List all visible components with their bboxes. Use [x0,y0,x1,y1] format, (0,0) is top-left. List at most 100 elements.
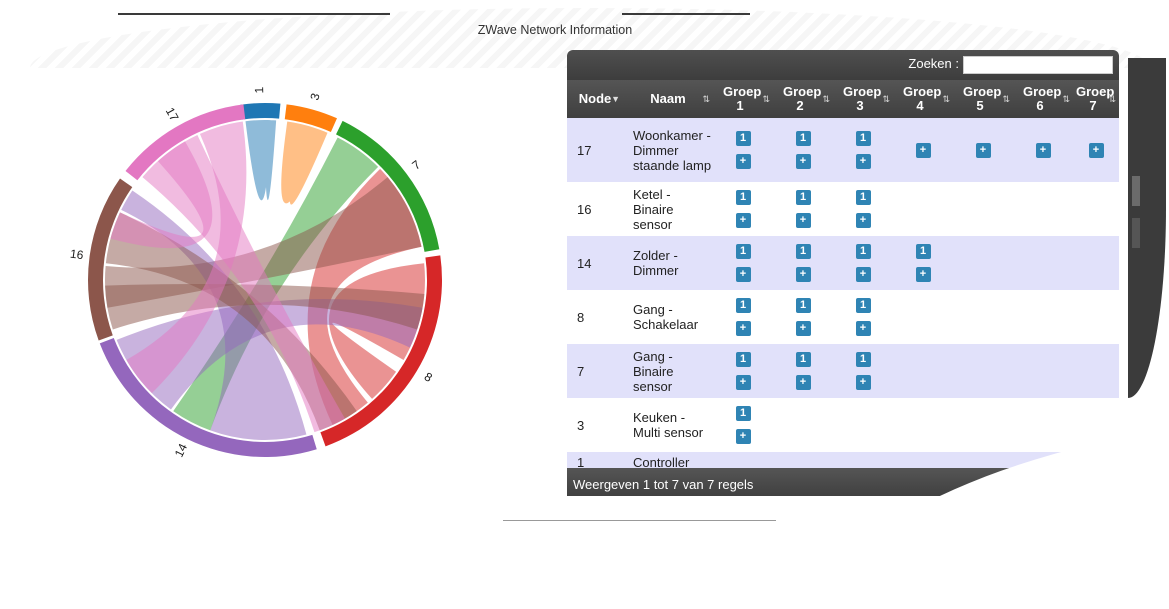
node-arc-7[interactable] [336,120,440,252]
association-node-button[interactable]: 1 [855,352,871,367]
sort-icon: ⇅ [1002,94,1010,104]
column-header[interactable]: Groep 4 ⇅ [893,80,953,118]
node-arc-14[interactable] [99,338,317,457]
add-association-button[interactable]: + [855,213,871,228]
association-node-button[interactable]: 1 [855,244,871,259]
association-node-button[interactable]: 1 [735,298,751,313]
association-node-button[interactable]: 1 [795,190,811,205]
search-input[interactable] [963,56,1113,74]
column-header-label: Groep 3 [843,84,882,113]
node-arc-17[interactable] [125,104,246,181]
association-node-button[interactable]: 1 [915,244,931,259]
node-name: Gang - Binaire sensor [623,344,713,398]
node-arc-8[interactable] [320,255,442,447]
add-association-button[interactable]: + [735,375,751,390]
column-header[interactable]: Groep 1 ⇅ [713,80,773,118]
add-association-button[interactable]: + [915,142,931,158]
add-association-button[interactable]: + [735,429,751,444]
sort-icon: ⇅ [702,94,710,104]
sort-icon: ⇅ [1062,94,1070,104]
group-cell [953,290,1013,344]
table-row[interactable]: 16 Ketel - Binaire sensor 1 +1 +1 + [567,182,1119,236]
node-arc-1[interactable] [240,102,281,120]
node-arc-label: 1 [252,86,266,93]
group-cell [1073,344,1119,398]
chord-ribbon-16 [105,283,425,330]
association-node-button[interactable]: 1 [855,131,871,146]
group-cell [1073,236,1119,290]
add-association-button[interactable]: + [735,154,751,169]
add-association-button[interactable]: + [795,267,811,282]
association-node-button[interactable]: 1 [735,244,751,259]
association-node-button[interactable]: 1 [795,298,811,313]
add-association-button[interactable]: + [795,321,811,336]
column-header[interactable]: Groep 6 ⇅ [1013,80,1073,118]
page-title: ZWave Network Information [477,23,633,37]
add-association-button[interactable]: + [1035,142,1051,158]
group-cell [773,452,833,472]
node-arc-label: 3 [307,91,322,101]
association-node-button[interactable]: 1 [735,352,751,367]
table-row[interactable]: 7 Gang - Binaire sensor 1 +1 +1 + [567,344,1119,398]
add-association-button[interactable]: + [735,321,751,336]
group-cell: 1 + [833,118,893,182]
group-cell: 1 + [713,236,773,290]
group-cell: 1 + [773,344,833,398]
group-cell [893,452,953,472]
group-cell: 1 + [773,236,833,290]
node-id: 17 [567,118,623,182]
add-association-button[interactable]: + [735,267,751,282]
group-cell [1013,236,1073,290]
node-name: Ketel - Binaire sensor [623,182,713,236]
add-association-button[interactable]: + [855,375,871,390]
column-header[interactable]: Naam ⇅ [623,80,713,118]
group-cell [1073,182,1119,236]
add-association-button[interactable]: + [795,154,811,169]
table-row[interactable]: 17 Woonkamer - Dimmer staande lamp 1 +1 +1 + +… [567,118,1119,182]
add-association-button[interactable]: + [795,213,811,228]
association-node-button[interactable]: 1 [855,190,871,205]
group-cell: + [1013,118,1073,182]
association-node-button[interactable]: 1 [735,406,751,421]
table-row[interactable]: 14 Zolder - Dimmer 1 +1 +1 +1 + [567,236,1119,290]
group-cell: 1 + [713,290,773,344]
add-association-button[interactable]: + [855,154,871,169]
association-node-button[interactable]: 1 [795,131,811,146]
group-cell [713,452,773,472]
column-header[interactable]: Groep 2 ⇅ [773,80,833,118]
group-cell: 1 + [773,182,833,236]
node-arc-3[interactable] [284,104,337,133]
add-association-button[interactable]: + [1088,142,1104,158]
association-node-button[interactable]: 1 [795,244,811,259]
group-cell [1013,398,1073,452]
association-node-button[interactable]: 1 [855,298,871,313]
column-header[interactable]: Groep 5 ⇅ [953,80,1013,118]
column-header[interactable]: Node ▼ [567,80,623,118]
column-header[interactable]: Groep 7 ⇅ [1073,80,1119,118]
column-header-label: Node [578,91,612,106]
association-node-button[interactable]: 1 [735,131,751,146]
add-association-button[interactable]: + [795,375,811,390]
table-row[interactable]: 3 Keuken - Multi sensor 1 + [567,398,1119,452]
group-cell: 1 + [833,290,893,344]
association-node-button[interactable]: 1 [795,352,811,367]
node-arc-label: 14 [172,441,191,459]
node-arc-16[interactable] [88,178,133,341]
group-cell [1073,290,1119,344]
group-cell: + [893,118,953,182]
table-row[interactable]: 8 Gang - Schakelaar 1 +1 +1 + [567,290,1119,344]
background-window-edge [1128,58,1166,398]
add-association-button[interactable]: + [915,267,931,282]
header-divider [622,13,750,15]
add-association-button[interactable]: + [855,321,871,336]
group-cell [893,182,953,236]
column-header-label: Groep 7 [1076,84,1115,113]
node-arc-label: 17 [163,105,182,124]
add-association-button[interactable]: + [975,142,991,158]
network-table-panel: Zoeken : Node ▼ Naam ⇅ Groep 1 ⇅ Groep 2 ⇅ Groep… [567,50,1119,496]
group-cell: 1 + [713,398,773,452]
add-association-button[interactable]: + [735,213,751,228]
add-association-button[interactable]: + [855,267,871,282]
association-node-button[interactable]: 1 [735,190,751,205]
column-header[interactable]: Groep 3 ⇅ [833,80,893,118]
